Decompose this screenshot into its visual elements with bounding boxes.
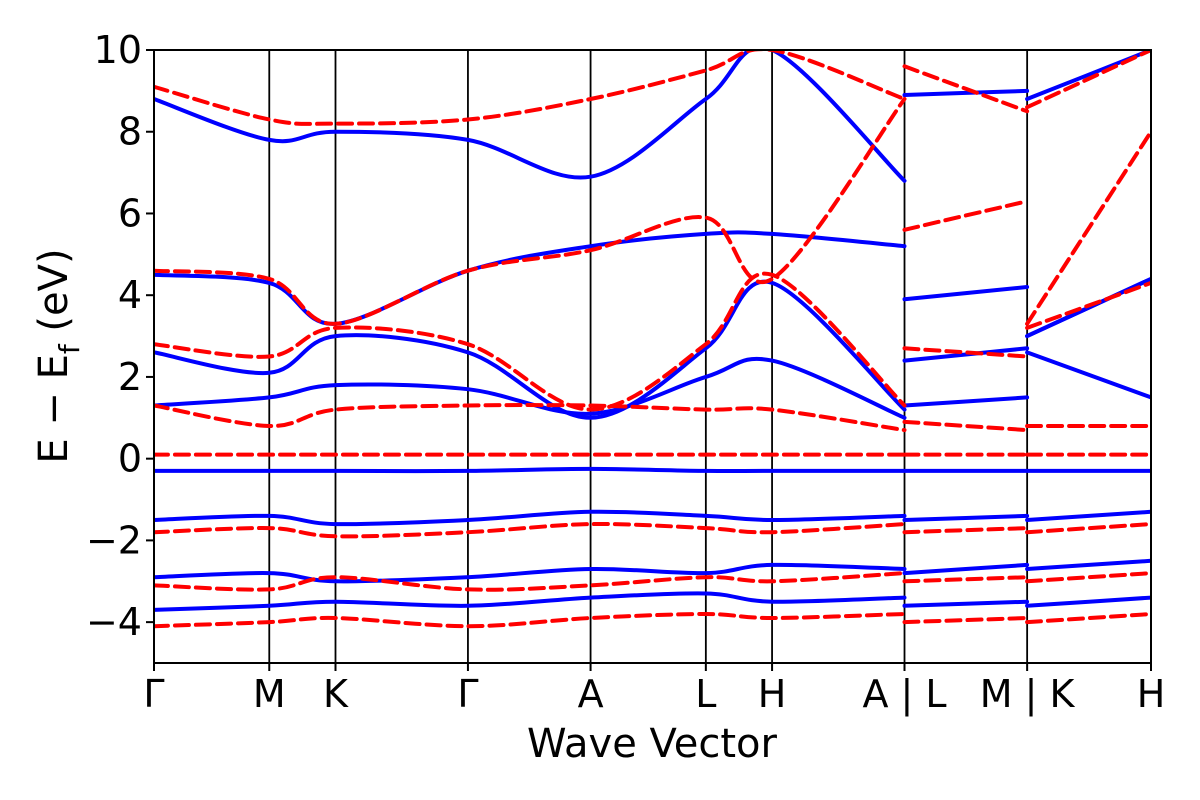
spin-up-band-line bbox=[154, 466, 1151, 474]
y-axis-title-main: E − E bbox=[31, 354, 77, 464]
k-point-label: A bbox=[578, 672, 604, 716]
spin-down-band-line bbox=[154, 612, 1151, 629]
k-point-label: Γ bbox=[457, 672, 478, 716]
k-point-label: K bbox=[323, 672, 349, 716]
k-point-label: M bbox=[253, 672, 286, 716]
spin-down-band-line bbox=[154, 271, 1151, 412]
y-tick-label: 10 bbox=[94, 28, 142, 72]
plot-frame bbox=[153, 49, 1152, 664]
spin-down-band-line bbox=[154, 97, 1151, 326]
spin-up-band-line bbox=[154, 591, 1151, 612]
y-tick-label: 6 bbox=[118, 191, 142, 235]
y-tick-label: 0 bbox=[118, 437, 142, 481]
spin-down-band-line bbox=[154, 403, 1151, 433]
spin-down-band-line bbox=[154, 50, 1151, 126]
k-point-divider-lines bbox=[268, 50, 1029, 663]
band-curves bbox=[154, 50, 1151, 629]
k-point-label: A | L bbox=[862, 672, 946, 717]
spin-up-band-line bbox=[154, 509, 1151, 527]
y-axis-ticks: 10 8 6 4 2 0 −2 −4 bbox=[86, 28, 154, 644]
spin-up-band-line bbox=[154, 558, 1151, 584]
spin-down-band-line bbox=[154, 522, 1151, 539]
k-point-label: H bbox=[1137, 672, 1166, 716]
y-tick-label: 8 bbox=[118, 110, 142, 154]
y-tick-label: 2 bbox=[118, 355, 142, 399]
x-axis-title: Wave Vector bbox=[527, 721, 778, 767]
y-axis-title: E − Ef (eV) bbox=[31, 248, 86, 463]
spin-down-band-line bbox=[154, 571, 1151, 592]
k-point-label: L bbox=[695, 672, 716, 716]
k-point-label: M | K bbox=[980, 672, 1076, 717]
k-point-label: Γ bbox=[143, 672, 164, 716]
y-axis-title-subscript: f bbox=[53, 343, 86, 354]
y-axis-title-unit: (eV) bbox=[31, 248, 77, 344]
k-point-label: H bbox=[758, 672, 787, 716]
y-tick-label: −4 bbox=[86, 600, 142, 644]
y-tick-label: 4 bbox=[118, 273, 142, 317]
y-tick-label: −2 bbox=[86, 518, 142, 562]
